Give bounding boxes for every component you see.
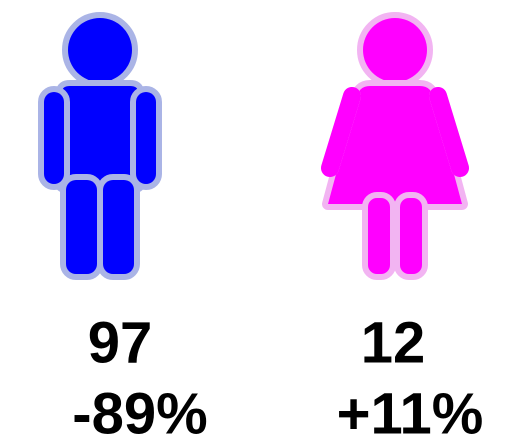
female-icon	[321, 12, 469, 280]
female-change: +11%	[337, 381, 484, 446]
female-arms	[321, 87, 469, 177]
male-icon	[38, 12, 162, 280]
male-count: 97	[88, 310, 153, 375]
male-change: -89%	[72, 381, 207, 446]
female-count: 12	[361, 310, 426, 375]
